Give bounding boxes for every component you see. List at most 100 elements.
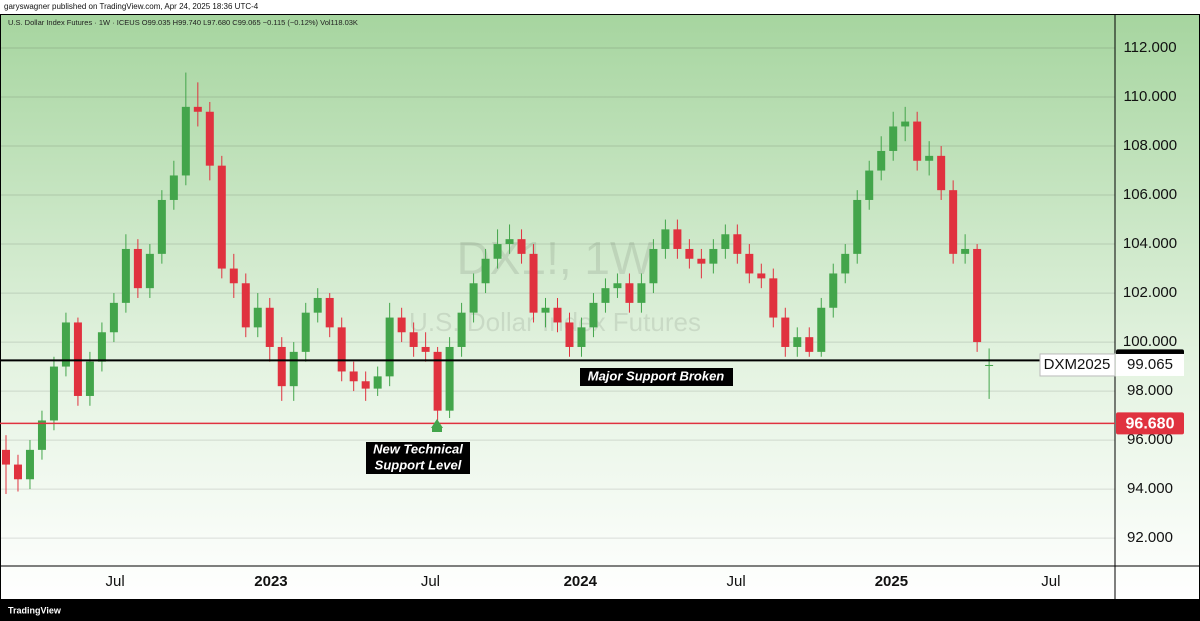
- candle-body: [97, 332, 106, 362]
- annotation: Major Support Broken: [588, 368, 725, 383]
- candle-body: [721, 234, 730, 249]
- candle-body: [265, 307, 274, 347]
- candle-body: [877, 150, 886, 171]
- candle-body: [373, 376, 382, 389]
- candle-body: [337, 327, 346, 372]
- x-tick-label: 2023: [254, 573, 287, 590]
- candle-body: [253, 307, 262, 328]
- candle-body: [685, 248, 694, 259]
- footer-bar: [0, 600, 1200, 621]
- last-price-label: 99.065: [1127, 356, 1173, 373]
- candle-body: [889, 126, 898, 151]
- x-tick-label: Jul: [1041, 573, 1060, 590]
- candle-body: [25, 449, 34, 480]
- candle-body: [109, 302, 118, 333]
- candle-body: [217, 165, 226, 269]
- candle-body: [781, 317, 790, 347]
- candle-body: [829, 273, 838, 308]
- candle-body: [121, 248, 130, 303]
- candle-body: [601, 288, 610, 303]
- annotation: Support Level: [375, 457, 462, 472]
- candle-body: [697, 258, 706, 264]
- annotation-box: [580, 368, 733, 386]
- candle-body: [577, 327, 586, 347]
- symbol-box: [1039, 353, 1116, 377]
- y-tick-label: 94.000: [1127, 480, 1173, 497]
- candle-body: [13, 464, 22, 480]
- candle-body: [397, 317, 406, 333]
- candle-body: [301, 312, 310, 352]
- y-tick-label: 96.000: [1127, 431, 1173, 448]
- candle-body: [457, 312, 466, 347]
- candle-body: [925, 155, 934, 161]
- legend-ohlc: O99.035 H99.740 L97.680 C99.065 −0.115 (…: [142, 18, 358, 27]
- x-tick-label: 2024: [564, 573, 598, 590]
- y-tick-label: 108.000: [1123, 137, 1177, 154]
- y-tick-label: 102.000: [1123, 284, 1177, 301]
- candle-body: [325, 297, 334, 328]
- candle-body: [589, 302, 598, 328]
- candle-body: [961, 248, 970, 254]
- symbol-label: DXM2025: [1044, 356, 1111, 373]
- y-tick-label: 110.000: [1123, 88, 1176, 105]
- x-tick-label: Jul: [421, 573, 440, 590]
- candle-body: [73, 322, 82, 396]
- candle-body: [313, 297, 322, 313]
- annotation-box: [366, 442, 470, 474]
- header: garyswagner published on TradingView.com…: [4, 2, 259, 11]
- price-label-box: [1116, 412, 1184, 435]
- candle-body: [1, 449, 10, 465]
- candle-body: [289, 351, 298, 387]
- candle-body: [973, 248, 982, 343]
- footer: TradingView: [8, 605, 62, 615]
- candle-body: [157, 199, 166, 254]
- candle-body: [733, 234, 742, 254]
- candle-body: [469, 283, 478, 313]
- candle-body: [541, 307, 550, 313]
- candle-body: [445, 346, 454, 411]
- candle-body: [241, 283, 250, 328]
- candle-body: [145, 253, 154, 289]
- candle-body: [985, 364, 994, 366]
- y-tick-label: 112.000: [1123, 39, 1176, 56]
- candle-body: [673, 229, 682, 249]
- annotation: New Technical: [373, 441, 463, 456]
- y-tick-label: 106.000: [1123, 186, 1177, 203]
- candle-body: [421, 346, 430, 352]
- candle-body: [433, 351, 442, 411]
- candle-body: [361, 381, 370, 389]
- candle-body: [493, 244, 502, 259]
- candle-body: [169, 175, 178, 200]
- price-label: 96.680: [1126, 416, 1175, 433]
- candle-body: [841, 253, 850, 274]
- candle-body: [613, 283, 622, 289]
- candle-body: [793, 337, 802, 347]
- candle-body: [949, 190, 958, 254]
- candle-body: [913, 121, 922, 161]
- candle-body: [409, 332, 418, 347]
- candle-body: [481, 258, 490, 284]
- candle-body: [853, 199, 862, 254]
- candle-body: [901, 121, 910, 127]
- x-tick-label: Jul: [727, 573, 746, 590]
- candle-body: [517, 239, 526, 254]
- candle-body: [661, 229, 670, 249]
- candle-body: [385, 317, 394, 377]
- y-tick-label: 92.000: [1127, 529, 1173, 546]
- candle-body: [205, 111, 214, 166]
- candle-body: [745, 253, 754, 274]
- candle-body: [49, 366, 58, 421]
- candle-body: [805, 337, 814, 352]
- candle-body: [349, 371, 358, 382]
- last-price-box: [1116, 353, 1184, 376]
- y-tick-label: 104.000: [1123, 235, 1177, 252]
- y-tick-label: 100.000: [1123, 333, 1177, 350]
- legend: U.S. Dollar Index Futures · 1W · ICEUS O…: [8, 18, 358, 27]
- candle-body: [625, 283, 634, 303]
- candle-body: [505, 239, 514, 245]
- x-tick-label: 2025: [875, 573, 908, 590]
- arrow: [431, 419, 443, 428]
- candle-body: [553, 307, 562, 323]
- candle-body: [277, 346, 286, 387]
